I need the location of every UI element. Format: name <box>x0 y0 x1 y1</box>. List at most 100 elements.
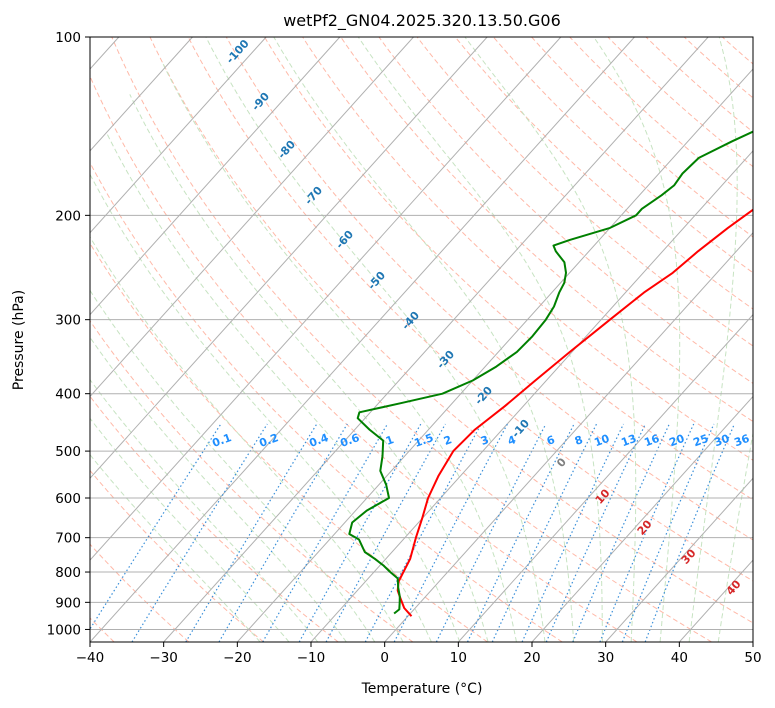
mixing-ratio-label: 13 <box>619 432 638 449</box>
mixing-ratio-line <box>466 423 575 642</box>
dry-adiabat <box>111 37 712 642</box>
temperature-profile-line <box>396 208 753 617</box>
x-tick-label: −20 <box>223 650 252 666</box>
mixing-ratio-label: 4 <box>506 433 518 448</box>
moist-adiabat-label: 0 <box>554 455 569 470</box>
isotherm <box>752 641 753 642</box>
moist-adiabat <box>593 37 681 642</box>
dry-adiabat <box>90 75 638 642</box>
mixing-ratio-label: 36 <box>732 432 751 450</box>
y-axis-label: Pressure (hPa) <box>11 290 27 390</box>
y-tick-label: 200 <box>55 208 81 224</box>
dry-adiabat <box>531 37 753 238</box>
mixing-ratio-label: 20 <box>667 432 686 450</box>
background-lines <box>90 37 753 642</box>
dry-adiabat <box>645 37 753 133</box>
moist-adiabat <box>717 430 753 642</box>
dry-adiabat <box>225 37 753 541</box>
dry-adiabat <box>90 469 264 642</box>
isotherm <box>605 477 753 642</box>
dry-adiabat-label: -30 <box>434 348 457 372</box>
moist-adiabat <box>273 37 575 642</box>
dry-adiabat-label: -50 <box>365 269 388 293</box>
dry-adiabat-label: -40 <box>399 309 422 333</box>
mixing-ratio-line <box>435 423 547 642</box>
y-tick-label: 800 <box>55 565 81 581</box>
x-tick-label: 0 <box>380 650 389 666</box>
y-tick-label: 400 <box>55 387 81 403</box>
mixing-ratio-label: 1.5 <box>412 431 435 450</box>
x-axis-label: Temperature (°C) <box>361 681 483 697</box>
y-tick-label: 900 <box>55 595 81 611</box>
dry-adiabat <box>416 37 753 347</box>
moist-adiabat <box>129 94 489 642</box>
mixing-ratio-label: 8 <box>573 433 585 448</box>
isotherm <box>90 37 635 642</box>
dry-adiabat-label: -20 <box>472 384 495 408</box>
x-tick-label: 20 <box>523 650 540 666</box>
isotherm <box>90 37 341 316</box>
moist-adiabat <box>90 417 290 642</box>
isotherm <box>531 395 753 642</box>
mixing-ratio-label: 10 <box>592 432 611 450</box>
mixing-ratio-line <box>298 423 422 642</box>
mixing-ratio-line <box>572 423 670 642</box>
mixing-ratio-line <box>545 423 646 642</box>
mixing-ratio-label: 1 <box>384 433 396 448</box>
mixing-ratio-line <box>521 423 625 642</box>
dry-adiabat-label: -60 <box>333 228 356 252</box>
y-tick-label: 600 <box>55 491 81 507</box>
mixing-ratio-label: 16 <box>642 432 661 450</box>
dewpoint-profile-line <box>348 130 753 615</box>
mixing-ratio-line <box>393 423 509 642</box>
dry-adiabat <box>302 37 753 461</box>
dry-adiabat <box>378 37 753 384</box>
isotherm <box>90 37 193 152</box>
moist-adiabat-label: 40 <box>724 577 744 597</box>
dry-adiabat-label: -100 <box>224 37 252 66</box>
x-tick-label: 30 <box>597 650 614 666</box>
isotherm <box>90 37 414 398</box>
dry-adiabat <box>264 37 753 501</box>
isotherm <box>310 150 753 642</box>
profiles <box>348 130 753 617</box>
moist-adiabat <box>90 289 376 642</box>
mixing-ratio-label: 6 <box>545 433 557 448</box>
mixing-ratio-line <box>644 423 735 642</box>
moist-adiabat <box>90 236 404 642</box>
dry-adiabat <box>90 161 563 642</box>
x-ticks: −40 −30 −20 −10 0 10 20 30 40 50 <box>76 642 762 666</box>
isotherm <box>90 37 488 480</box>
mixing-ratio-line <box>325 423 446 642</box>
x-tick-label: 50 <box>744 650 761 666</box>
moist-adiabat <box>464 37 637 642</box>
chart-title: wetPf2_GN04.2025.320.13.50.G06 <box>283 11 561 31</box>
y-tick-label: 100 <box>55 30 81 46</box>
line-annotations: -100-90-80-70-60-50-40-30-20-10010203040… <box>210 37 751 598</box>
x-tick-label: 40 <box>671 650 688 666</box>
mixing-ratio-line <box>218 423 348 642</box>
moist-adiabat <box>161 61 517 642</box>
mixing-ratio-line <box>185 423 318 642</box>
dry-adiabat-label: -90 <box>249 90 272 114</box>
mixing-ratio-line <box>90 423 222 631</box>
x-tick-label: −10 <box>297 650 326 666</box>
moist-adiabat <box>357 37 603 642</box>
moist-adiabat <box>688 37 738 642</box>
mixing-ratio-label: 0.6 <box>338 431 361 450</box>
mixing-ratio-line <box>599 423 695 642</box>
isotherm <box>90 37 562 561</box>
y-tick-label: 500 <box>55 444 81 460</box>
dry-adiabat <box>90 242 488 642</box>
mixing-ratio-label: 0.1 <box>210 431 233 450</box>
mixing-ratio-line <box>491 423 598 642</box>
isotherm <box>384 231 753 642</box>
x-tick-label: −30 <box>149 650 178 666</box>
y-tick-label: 700 <box>55 531 81 547</box>
dry-adiabat <box>90 320 414 642</box>
dry-adiabat <box>187 37 753 582</box>
isotherm <box>163 37 709 642</box>
isotherm <box>457 313 753 642</box>
dry-adiabat <box>569 37 753 203</box>
